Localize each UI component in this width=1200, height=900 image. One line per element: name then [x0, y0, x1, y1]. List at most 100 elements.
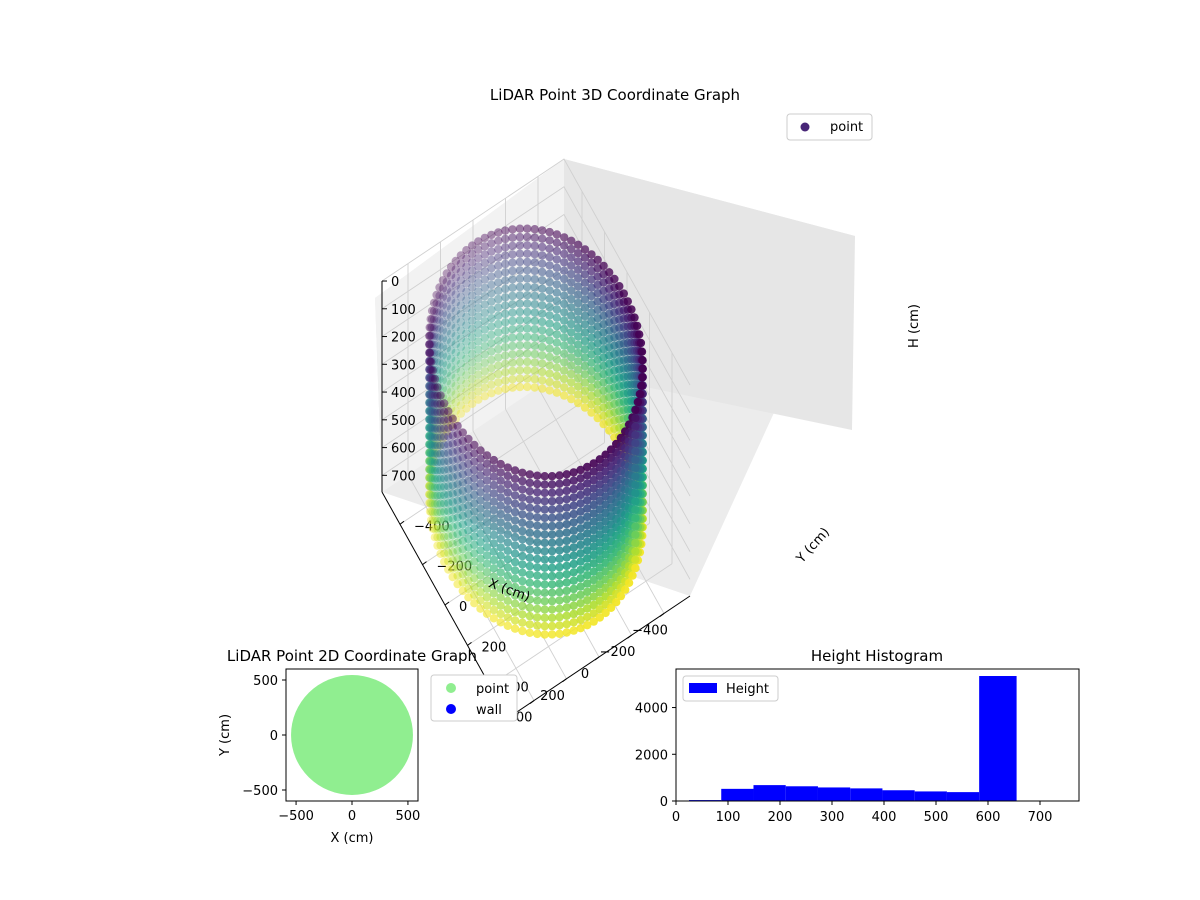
point-3d	[533, 529, 542, 539]
point-3d	[538, 384, 547, 393]
point-3d	[501, 226, 510, 235]
point-3d	[552, 280, 562, 289]
point-3d	[462, 346, 471, 355]
point-3d	[430, 474, 440, 484]
point-3d	[508, 366, 517, 376]
point-3d	[562, 620, 571, 629]
point-3d	[580, 345, 590, 354]
point-3d	[589, 525, 598, 535]
point-3d	[589, 500, 598, 510]
point-3d	[487, 264, 496, 273]
x-tick-3d	[659, 613, 665, 617]
legend-2d-label-wall: wall	[476, 703, 502, 718]
point-3d	[425, 381, 434, 391]
point-3d	[533, 563, 542, 572]
point-3d	[489, 539, 498, 548]
point-3d	[440, 416, 449, 425]
point-3d	[523, 299, 532, 308]
point-3d	[440, 466, 449, 475]
grid-line-3d-z	[381, 158, 691, 386]
point-3d	[430, 449, 440, 459]
point-3d	[476, 454, 485, 463]
point-3d	[633, 397, 643, 407]
point-3d	[530, 325, 539, 334]
legend-3d-label: point	[830, 120, 863, 135]
point-3d	[462, 371, 471, 380]
point-3d	[480, 267, 489, 276]
point-3d	[428, 432, 437, 442]
point-3d	[425, 498, 435, 508]
point-3d	[547, 538, 557, 547]
point-3d	[503, 521, 512, 531]
point-3d	[433, 524, 442, 534]
x-tick-label-hist: 200	[768, 810, 793, 825]
point-3d	[446, 346, 456, 355]
point-3d	[555, 537, 564, 547]
point-3d	[540, 588, 549, 597]
point-3d	[580, 336, 590, 346]
point-3d	[540, 630, 549, 639]
point-3d	[580, 361, 590, 371]
point-3d	[525, 595, 534, 604]
point-3d	[518, 485, 527, 494]
point-3d	[560, 241, 569, 250]
point-3d	[538, 334, 547, 343]
point-3d	[545, 261, 554, 270]
z-tick-label-3d: 400	[391, 386, 416, 401]
point-3d	[518, 576, 527, 586]
point-3d	[426, 382, 436, 392]
point-3d	[567, 303, 576, 312]
point-3d	[429, 456, 439, 466]
point-3d	[432, 332, 441, 341]
point-3d	[451, 365, 460, 374]
point-3d	[482, 567, 492, 577]
point-3d	[631, 455, 640, 465]
point-3d	[628, 571, 637, 580]
point-3d	[425, 432, 434, 441]
point-3d	[545, 277, 554, 287]
point-3d	[482, 576, 492, 585]
point-3d	[508, 325, 517, 334]
point-3d	[533, 504, 542, 514]
chart-3d: LiDAR Point 3D Coordinate Graph −400 −200…	[375, 86, 922, 726]
point-3d	[487, 389, 496, 398]
point-3d	[425, 490, 435, 499]
point-3d	[425, 415, 435, 425]
point-3d	[552, 305, 562, 314]
point-3d	[518, 526, 527, 536]
point-3d	[562, 478, 571, 487]
grid-line-3d-z	[381, 213, 691, 441]
point-3d	[515, 224, 525, 233]
point-3d	[425, 448, 434, 457]
point-3d	[631, 489, 640, 498]
point-3d	[518, 543, 527, 552]
point-3d	[425, 365, 435, 375]
point-3d	[433, 508, 442, 517]
point-3d	[525, 495, 534, 504]
point-3d	[426, 331, 435, 340]
point-3d	[562, 470, 571, 479]
point-3d	[474, 312, 483, 321]
point-3d	[560, 324, 569, 334]
point-3d	[530, 308, 539, 317]
point-3d	[530, 349, 539, 359]
point-3d	[456, 267, 466, 277]
point-3d	[583, 537, 592, 547]
point-3d	[476, 512, 485, 522]
point-3d	[428, 366, 437, 375]
z-tick-label-3d: 500	[391, 414, 416, 429]
axes-3d: −400−2000200400−400−20002004000100200300…	[381, 275, 691, 726]
point-3d	[474, 303, 483, 313]
x-tick-label-3d: 200	[540, 689, 565, 704]
point-3d	[427, 414, 437, 424]
point-3d	[523, 249, 532, 258]
chart-2d-title: LiDAR Point 2D Coordinate Graph	[227, 647, 477, 665]
point-3d	[430, 383, 440, 392]
point-3d	[496, 509, 505, 519]
point-3d	[482, 468, 492, 477]
point-3d	[494, 245, 503, 254]
point-3d	[468, 374, 477, 384]
point-3d	[574, 323, 583, 333]
point-3d	[480, 333, 489, 343]
point-3d	[508, 250, 517, 259]
